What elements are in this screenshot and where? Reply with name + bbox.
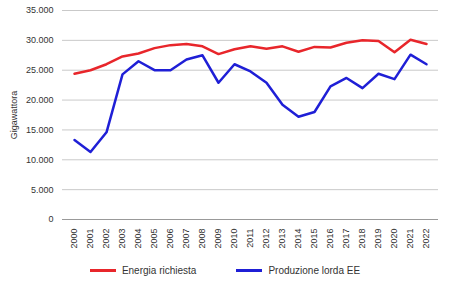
svg-text:15.000: 15.000 bbox=[26, 125, 54, 135]
svg-text:2009: 2009 bbox=[213, 229, 223, 249]
svg-text:5.000: 5.000 bbox=[31, 185, 54, 195]
svg-text:2005: 2005 bbox=[149, 229, 159, 249]
svg-text:2006: 2006 bbox=[165, 229, 175, 249]
svg-text:2017: 2017 bbox=[341, 229, 351, 249]
svg-text:2007: 2007 bbox=[181, 229, 191, 249]
svg-text:2003: 2003 bbox=[117, 229, 127, 249]
svg-text:Gigawattora: Gigawattora bbox=[9, 91, 19, 140]
svg-text:2015: 2015 bbox=[309, 229, 319, 249]
html-text:Produzione lorda EE: Produzione lorda EE bbox=[268, 264, 361, 276]
svg-text:2000: 2000 bbox=[69, 229, 79, 249]
svg-text:2016: 2016 bbox=[325, 229, 335, 249]
svg-text:2020: 2020 bbox=[389, 229, 399, 249]
svg-text:10.000: 10.000 bbox=[26, 155, 54, 165]
svg-text:2021: 2021 bbox=[405, 229, 415, 249]
svg-text:20.000: 20.000 bbox=[26, 95, 54, 105]
svg-text:2002: 2002 bbox=[101, 229, 111, 249]
svg-text:35.000: 35.000 bbox=[26, 5, 54, 15]
svg-text:2004: 2004 bbox=[133, 229, 143, 249]
svg-text:2012: 2012 bbox=[261, 229, 271, 249]
svg-text:2014: 2014 bbox=[293, 229, 303, 249]
svg-text:25.000: 25.000 bbox=[26, 65, 54, 75]
svg-text:2022: 2022 bbox=[421, 229, 431, 249]
svg-text:2010: 2010 bbox=[229, 229, 239, 249]
svg-text:2001: 2001 bbox=[85, 229, 95, 249]
svg-text:2018: 2018 bbox=[357, 229, 367, 249]
svg-text:0: 0 bbox=[48, 214, 53, 224]
svg-text:30.000: 30.000 bbox=[26, 35, 54, 45]
svg-text:2013: 2013 bbox=[277, 229, 287, 249]
svg-text:2011: 2011 bbox=[245, 229, 255, 248]
html-text:Energia richiesta: Energia richiesta bbox=[121, 264, 197, 276]
svg-text:2008: 2008 bbox=[197, 229, 207, 249]
svg-text:2019: 2019 bbox=[373, 229, 383, 249]
